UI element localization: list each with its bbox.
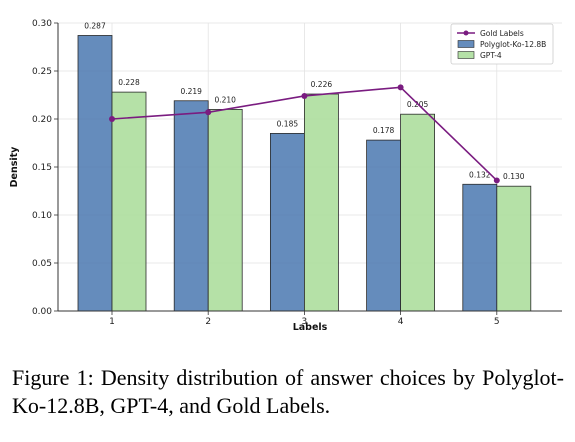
legend-bar-swatch — [457, 51, 475, 59]
gold-point-3 — [301, 92, 308, 99]
polyglot-bar-5 — [462, 183, 498, 312]
legend: Gold Labels Polyglot-Ko-12.8B GPT-4 — [450, 23, 554, 65]
y-tick-label: 0.20 — [32, 115, 52, 125]
y-tick-label: 0.15 — [32, 163, 52, 173]
gpt4-value-label-3: 0.226 — [311, 80, 333, 89]
y-tick-labels: 0.00 0.05 0.10 0.15 0.20 0.25 0.30 — [32, 19, 58, 317]
y-tick-label: 0.05 — [32, 259, 52, 269]
y-axis-label: Density — [9, 146, 20, 188]
x-tick-label-4: 4 — [398, 317, 404, 327]
gpt4-bar-4 — [400, 113, 436, 312]
gpt4-bar-3 — [303, 93, 339, 312]
polyglot-bar-3 — [269, 132, 305, 312]
polyglot-value-label-1: 0.287 — [84, 21, 106, 30]
gpt4-bar-5 — [496, 185, 532, 312]
figure-caption: Figure 1: Density distribution of answer… — [12, 365, 564, 418]
legend-box — [450, 23, 554, 65]
gold-point-1 — [109, 116, 115, 122]
x-tick-label-5: 5 — [494, 317, 500, 327]
gpt4-value-label-5: 0.130 — [503, 172, 525, 181]
polyglot-value-label-2: 0.219 — [180, 87, 202, 96]
x-tick-label-2: 2 — [205, 317, 211, 327]
gold-point-2 — [205, 109, 212, 116]
gpt4-bar-2 — [207, 109, 243, 312]
x-tick-label-3: 3 — [302, 317, 308, 327]
polyglot-bar-1 — [77, 35, 113, 312]
y-tick-label: 0.25 — [32, 67, 52, 77]
gpt4-value-label-2: 0.210 — [214, 95, 236, 104]
x-tick-labels: 1 2 3 4 5 — [109, 311, 500, 327]
legend-entry-label: Gold Labels — [480, 29, 524, 38]
legend-marker-swatch — [463, 30, 469, 36]
polyglot-bar-2 — [173, 100, 209, 312]
gpt4-value-label-1: 0.228 — [118, 78, 140, 87]
gold-labels-line — [109, 84, 500, 184]
legend-bar-swatch — [457, 40, 475, 48]
x-axis-label: Labels — [293, 322, 328, 333]
y-tick-label: 0.00 — [32, 307, 52, 317]
gpt4-bar-1 — [111, 91, 147, 312]
density-chart: 0.287 0.219 0.185 0.178 0.132 0.228 0.210 0.226… — [9, 19, 562, 333]
bars-group — [77, 35, 532, 312]
x-tick-label-1: 1 — [109, 317, 115, 327]
polyglot-bar-4 — [366, 139, 402, 312]
y-tick-label: 0.10 — [32, 211, 52, 221]
legend-entry-label: GPT-4 — [480, 51, 502, 60]
polyglot-value-label-3: 0.185 — [277, 119, 299, 128]
y-tick-label: 0.30 — [32, 19, 52, 29]
legend-entry-label: Polyglot-Ko-12.8B — [480, 40, 546, 49]
gold-point-5 — [493, 177, 500, 184]
gold-point-4 — [397, 84, 404, 91]
polyglot-value-label-5: 0.132 — [469, 170, 491, 179]
polyglot-value-label-4: 0.178 — [373, 126, 395, 135]
